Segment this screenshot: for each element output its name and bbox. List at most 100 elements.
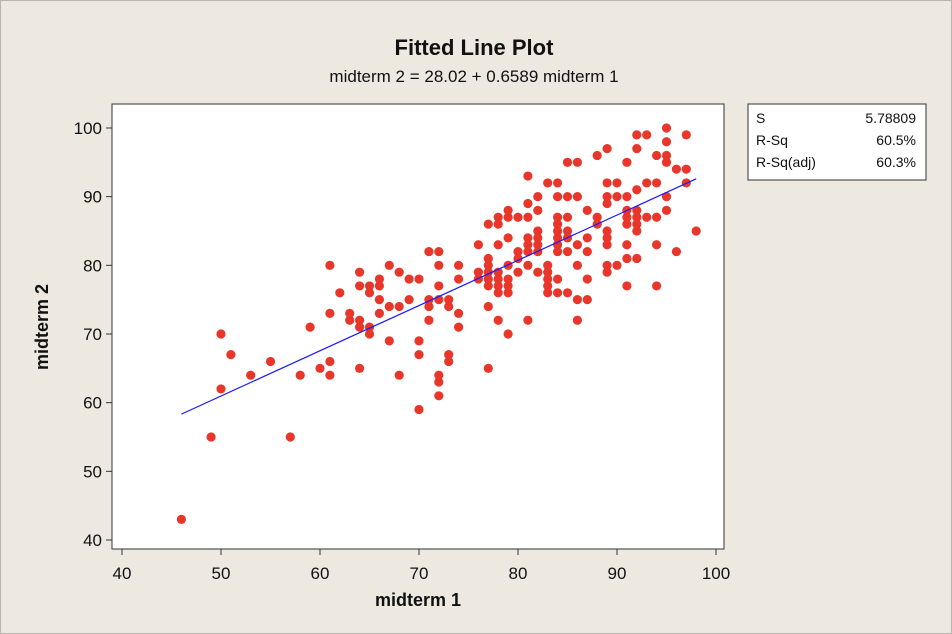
data-point <box>622 219 632 229</box>
x-tick-label: 40 <box>113 564 132 583</box>
data-point <box>503 329 513 339</box>
data-point <box>592 212 602 222</box>
data-point <box>295 370 305 380</box>
data-point <box>602 198 612 209</box>
data-point <box>661 157 672 167</box>
data-point <box>582 295 592 305</box>
data-point <box>414 274 424 284</box>
data-point <box>652 281 662 291</box>
y-tick-label: 70 <box>83 325 102 344</box>
data-point <box>533 205 543 215</box>
data-point <box>671 246 682 257</box>
data-point <box>661 137 672 147</box>
x-tick-label: 60 <box>311 564 330 583</box>
data-point <box>553 226 563 236</box>
data-point <box>582 246 592 257</box>
data-point <box>523 315 533 325</box>
data-point <box>553 212 563 222</box>
data-point <box>632 185 642 195</box>
data-point <box>473 267 483 277</box>
data-point <box>572 240 583 250</box>
data-point <box>553 240 563 250</box>
data-point <box>632 219 642 229</box>
data-point <box>572 260 583 270</box>
data-point <box>374 281 384 291</box>
stat-label: R-Sq <box>756 132 788 148</box>
data-point <box>652 212 662 222</box>
data-point <box>661 123 672 133</box>
data-point <box>424 315 434 325</box>
data-point <box>533 226 543 236</box>
data-point <box>394 301 404 312</box>
data-point <box>523 171 533 181</box>
data-point <box>345 315 355 325</box>
data-point <box>493 315 503 325</box>
data-point <box>642 130 652 140</box>
chart-title: Fitted Line Plot <box>395 35 555 60</box>
data-point <box>661 205 672 215</box>
data-point <box>562 157 573 167</box>
y-axis-label: midterm 2 <box>32 284 52 370</box>
data-point <box>355 267 365 277</box>
data-point <box>473 274 483 284</box>
data-point <box>404 295 414 305</box>
data-point <box>553 219 563 229</box>
data-point <box>543 178 553 188</box>
data-point <box>513 212 523 222</box>
data-point <box>572 157 583 167</box>
data-point <box>523 212 533 222</box>
data-point <box>681 164 691 174</box>
data-point <box>434 391 444 401</box>
fitted-line <box>181 178 697 415</box>
stat-value: 5.78809 <box>865 110 916 126</box>
data-point <box>206 432 216 442</box>
data-point <box>325 370 335 380</box>
data-point <box>483 363 493 373</box>
data-point <box>483 260 493 270</box>
data-point <box>602 143 612 154</box>
data-point <box>424 301 434 312</box>
stat-value: 60.3% <box>876 154 916 170</box>
data-point <box>582 205 592 215</box>
data-point <box>612 260 622 270</box>
data-point <box>325 308 335 318</box>
data-point <box>483 281 493 291</box>
data-point <box>543 281 553 291</box>
x-tick-label: 90 <box>608 564 627 583</box>
data-point <box>582 274 592 284</box>
data-point <box>553 233 563 243</box>
data-point <box>572 295 583 305</box>
data-point <box>562 226 573 236</box>
data-point <box>503 281 513 291</box>
data-point <box>602 267 612 277</box>
data-point <box>503 274 513 284</box>
data-point <box>622 192 632 202</box>
data-point <box>622 212 632 222</box>
data-point <box>632 253 642 264</box>
x-tick-label: 70 <box>410 564 429 583</box>
data-point <box>414 404 424 415</box>
data-point <box>553 274 563 284</box>
data-point <box>652 178 662 188</box>
stats-box: S 5.78809 R-Sq 60.5% R-Sq(adj) 60.3% <box>747 103 927 181</box>
data-point <box>364 329 375 339</box>
data-point <box>364 288 375 298</box>
data-point <box>543 260 553 270</box>
data-point <box>355 322 365 332</box>
stat-label: S <box>756 110 765 126</box>
data-point <box>553 178 563 188</box>
data-point <box>454 260 464 270</box>
data-point <box>414 336 424 346</box>
y-tick-label: 100 <box>74 119 102 138</box>
data-point <box>523 198 533 209</box>
data-point <box>305 322 315 332</box>
data-point <box>325 260 335 270</box>
data-point <box>493 288 503 298</box>
data-point <box>444 349 454 360</box>
stat-label: R-Sq(adj) <box>756 154 816 170</box>
data-point <box>533 267 543 277</box>
data-point <box>543 267 553 277</box>
data-point <box>493 274 503 284</box>
data-point <box>473 240 483 250</box>
data-point <box>533 233 543 243</box>
